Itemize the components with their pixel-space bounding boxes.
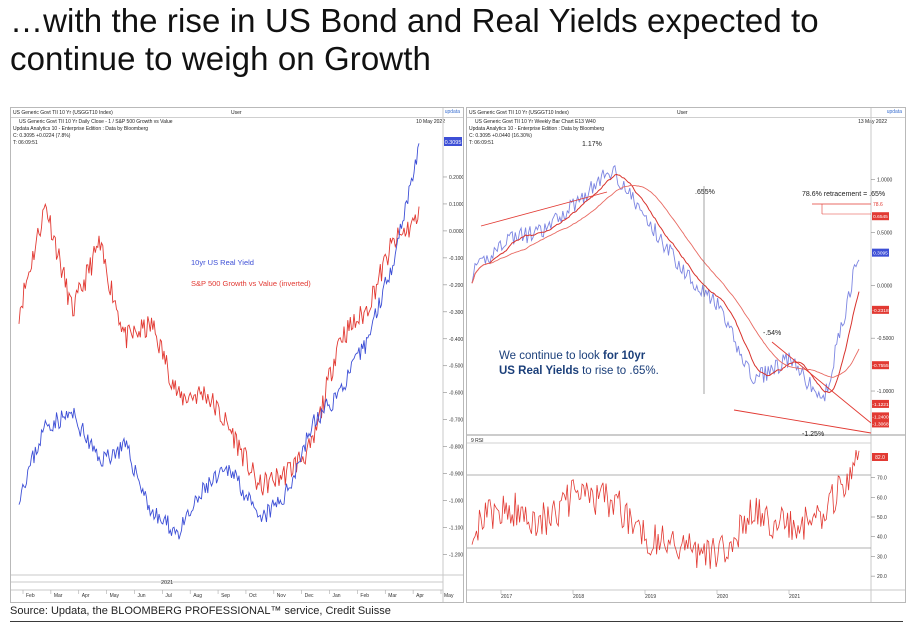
annotation-fib-tag: 78.6: [873, 202, 883, 208]
right-price-tag: -0.2318: [872, 308, 889, 314]
annotation-high: 1.17%: [582, 141, 602, 148]
left-y-tick-label: -0.2000: [449, 283, 463, 289]
left-t-line: T: 06:09:51: [13, 140, 38, 146]
callout-line2: US Real Yields to rise to .65%.: [499, 365, 659, 377]
right-price-tag: 0.6545: [873, 214, 888, 220]
left-x-tick-label: Dec: [305, 593, 314, 599]
left-y-tick-label: -0.7000: [449, 418, 463, 424]
bottom-rule: [10, 621, 903, 622]
rsi-label: 9 RSI: [471, 438, 484, 444]
left-x-tick-label: Nov: [277, 593, 286, 599]
left-x-tick-label: Mar: [54, 593, 63, 599]
left-y-tick-label: -0.3000: [449, 310, 463, 316]
left-y-tick-label: 0.0000: [449, 229, 463, 235]
right-user: User: [677, 110, 688, 116]
right-price-tag: -1.1221: [872, 402, 889, 408]
right-x-tick-label: 2019: [645, 594, 656, 600]
legend-red: S&P 500 Growth vs Value (inverted): [191, 279, 311, 288]
left-subtitle: US Generic Govt TII 10 Yr Daily Close - …: [19, 119, 173, 125]
left-chart-svg: 0.2000 0.1000 0.0000 -0.1000 -0.2000 -0.3000 -…: [11, 108, 463, 602]
annotation-low-top: -.54%: [763, 330, 781, 337]
right-c-line: C: 0.3095 +0.0440 (16.30%): [469, 133, 532, 139]
headline: …with the rise in US Bond and Real Yield…: [10, 2, 819, 77]
left-y-tick-label: -0.9000: [449, 472, 463, 478]
right-ticker: US Generic Govt TII 10 Yr (USGGT10 Index…: [469, 110, 569, 116]
right-y-tick-label: 1.0000: [877, 178, 893, 184]
right-price-tag: -1.2400: [872, 414, 889, 420]
left-x-tick-label: Feb: [26, 593, 35, 599]
left-y-tick-label: 0.2000: [449, 175, 463, 181]
left-y-tick-label: -0.1000: [449, 256, 463, 262]
left-y-tick-label: -0.8000: [449, 445, 463, 451]
left-x-tick-label: Apr: [82, 593, 90, 599]
left-y-tick-label: -0.5000: [449, 364, 463, 370]
left-x-tick-label: Jun: [137, 593, 145, 599]
left-x-tick-label: May: [444, 593, 454, 599]
right-x-tick-label: 2020: [717, 594, 728, 600]
left-chart-panel: US Generic Govt TII 10 Yr (USGGT10 Index…: [10, 107, 464, 603]
rsi-tick-label: 60.0: [877, 495, 887, 501]
annotation-mid: .655%: [695, 189, 715, 196]
legend-blue: 10yr US Real Yield: [191, 258, 254, 267]
right-t-line: T: 06:09:51: [469, 140, 494, 146]
rsi-last-tag: 82.0: [875, 455, 885, 461]
left-user: User: [231, 110, 242, 116]
annotation-low: -1.25%: [802, 431, 824, 438]
right-x-tick-label: 2017: [501, 594, 512, 600]
left-c-line: C: 0.3095 +0.0224 (7.8%): [13, 133, 71, 139]
left-date: 10 May 2022: [416, 119, 445, 125]
left-y-tick-label: 0.1000: [449, 202, 463, 208]
left-updata-logo: updata: [444, 109, 460, 115]
right-y-tick-label: -0.5000: [877, 336, 894, 342]
right-y-tick-label: 0.5000: [877, 231, 893, 237]
rsi-tick-label: 40.0: [877, 535, 887, 541]
right-price-tag: -0.7555: [872, 363, 889, 369]
rsi-tick-label: 30.0: [877, 554, 887, 560]
right-y-tick-label: 0.0000: [877, 283, 893, 289]
right-price-tag: 0.3095: [873, 251, 888, 257]
annotation-fib: 78.6% retracement = .65%: [802, 191, 885, 198]
right-price-tag: -1.3068: [872, 421, 889, 427]
left-x-tick-label: Mar: [388, 593, 397, 599]
rsi-tick-label: 70.0: [877, 476, 887, 482]
right-subtitle: US Generic Govt TII 10 Yr Weekly Bar Cha…: [475, 119, 596, 125]
left-y-tick-label: -1.1000: [449, 526, 463, 532]
left-x-tick-label: May: [110, 593, 120, 599]
source-note: Source: Updata, the BLOOMBERG PROFESSION…: [10, 605, 391, 617]
left-x-tick-label: Aug: [193, 593, 202, 599]
right-chart-svg: 1.0000 0.5000 0.0000 -0.5000 -1.0000 2017 201…: [467, 108, 905, 602]
left-y-tick-label: -1.0000: [449, 499, 463, 505]
callout-line1: We continue to look for 10yr: [499, 350, 646, 362]
left-y-tick-label: -1.2000: [449, 553, 463, 559]
right-date: 13 May 2022: [858, 119, 887, 125]
left-x-tick-label: Jul: [165, 593, 171, 599]
right-x-tick-label: 2018: [573, 594, 584, 600]
left-ticker: US Generic Govt TII 10 Yr (USGGT10 Index…: [13, 110, 113, 116]
right-y-tick-label: -1.0000: [877, 389, 894, 395]
right-edition: Updata Analytics 10 - Enterprise Edition…: [469, 126, 605, 132]
left-x-tick-label: Jan: [333, 593, 341, 599]
right-updata-logo: updata: [886, 109, 902, 115]
right-chart-panel: US Generic Govt TII 10 Yr (USGGT10 Index…: [466, 107, 906, 603]
right-x-tick-label: 2021: [789, 594, 800, 600]
left-edition: Updata Analytics 10 - Enterprise Edition…: [13, 126, 149, 132]
rsi-tick-label: 50.0: [877, 515, 887, 521]
left-last-value-tag: 0.3095: [445, 140, 462, 146]
left-x-tick-label: Apr: [416, 593, 424, 599]
rsi-tick-label: 20.0: [877, 574, 887, 580]
left-y-tick-label: -0.6000: [449, 391, 463, 397]
left-y-tick-label: -0.4000: [449, 337, 463, 343]
left-x-tick-label: Sep: [221, 593, 230, 599]
left-x-tick-label: Oct: [249, 593, 257, 599]
left-year-label: 2021: [161, 580, 173, 586]
left-x-tick-label: Feb: [360, 593, 369, 599]
